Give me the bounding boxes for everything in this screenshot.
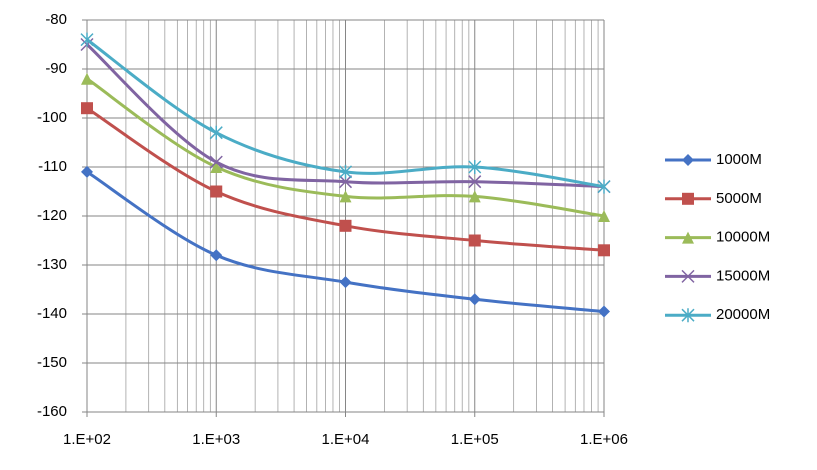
y-tick-label: -140 — [37, 305, 67, 322]
y-tick-label: -110 — [38, 158, 67, 175]
marker — [81, 165, 93, 178]
y-tick-label: -150 — [37, 354, 67, 371]
marker — [210, 249, 223, 262]
x-tick-label: 1.E+04 — [322, 431, 370, 448]
legend-marker — [682, 231, 694, 244]
legend-label: 20000M — [716, 306, 770, 323]
marker — [209, 125, 223, 140]
marker — [209, 155, 223, 169]
marker — [339, 219, 352, 232]
marker — [339, 276, 352, 289]
y-tick-label: -90 — [45, 60, 67, 77]
x-tick-label: 1.E+02 — [63, 431, 111, 448]
series — [81, 102, 610, 257]
legend-label: 5000M — [716, 190, 762, 207]
marker — [210, 185, 223, 198]
marker — [210, 161, 223, 173]
legend-label: 15000M — [716, 267, 770, 284]
x-tick-label: 1.E+05 — [451, 431, 499, 448]
series — [80, 32, 611, 194]
marker — [81, 102, 93, 115]
y-tick-label: -130 — [37, 256, 67, 273]
series — [81, 165, 610, 318]
marker — [468, 293, 481, 306]
marker — [468, 190, 481, 203]
marker — [81, 72, 93, 85]
y-tick-label: -120 — [37, 207, 67, 224]
legend-marker — [681, 269, 695, 283]
marker — [339, 190, 352, 203]
marker — [80, 32, 94, 47]
marker — [598, 305, 610, 318]
legend-marker — [682, 154, 694, 166]
legend-label: 10000M — [716, 229, 770, 246]
marker — [598, 244, 610, 257]
marker — [468, 175, 482, 189]
legend-marker — [682, 192, 694, 205]
marker — [338, 164, 353, 179]
marker — [338, 175, 353, 189]
x-tick-label: 1.E+06 — [580, 431, 628, 448]
marker — [468, 234, 481, 247]
legend-marker — [681, 308, 695, 323]
series — [81, 72, 610, 222]
marker — [597, 179, 611, 194]
y-tick-label: -100 — [37, 109, 67, 126]
y-tick-label: -160 — [37, 403, 67, 420]
marker — [598, 210, 610, 222]
x-tick-label: 1.E+03 — [192, 431, 240, 448]
legend-label: 1000M — [716, 151, 762, 168]
marker — [468, 160, 482, 174]
y-tick-label: -80 — [45, 11, 67, 28]
